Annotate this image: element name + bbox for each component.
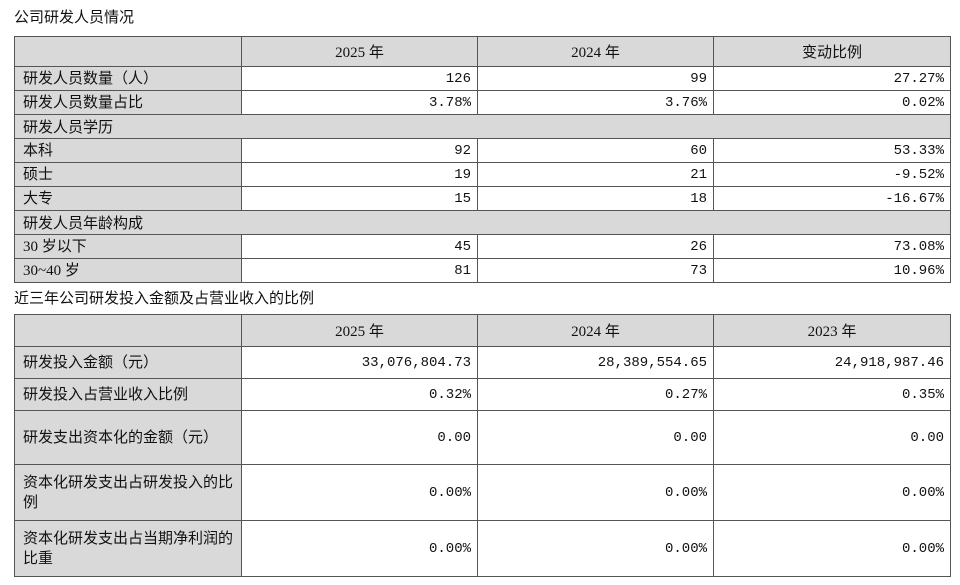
value-cell: 28,389,554.65 — [477, 346, 714, 379]
table-row: 研发人员数量占比 3.78% 3.76% 0.02% — [14, 90, 951, 115]
row-label: 本科 — [14, 138, 242, 163]
table-row: 研发人员学历 — [14, 114, 951, 139]
header-cell: 2023 年 — [713, 314, 951, 347]
value-cell: 3.76% — [477, 90, 714, 115]
table-row: 研发投入占营业收入比例 0.32% 0.27% 0.35% — [14, 378, 951, 411]
value-cell: 73 — [477, 258, 714, 283]
value-cell: 0.02% — [713, 90, 951, 115]
row-label: 资本化研发支出占当期净利润的比重 — [14, 520, 242, 577]
header-cell: 2025 年 — [241, 314, 478, 347]
row-label: 研发投入金额（元） — [14, 346, 242, 379]
value-cell: 0.00% — [713, 520, 951, 577]
table-row: 30~40 岁 81 73 10.96% — [14, 258, 951, 283]
table-row: 研发投入金额（元） 33,076,804.73 28,389,554.65 24,91… — [14, 346, 951, 379]
value-cell: 0.00 — [713, 410, 951, 465]
value-cell: -9.52% — [713, 162, 951, 187]
value-cell: 45 — [241, 234, 478, 259]
row-label: 30 岁以下 — [14, 234, 242, 259]
value-cell: 18 — [477, 186, 714, 211]
value-cell: 0.00 — [477, 410, 714, 465]
investment-table: 2025 年 2024 年 2023 年研发投入金额（元） 33,076,804.73… — [14, 314, 951, 577]
header-cell — [14, 36, 242, 67]
value-cell: 3.78% — [241, 90, 478, 115]
value-cell: 0.00% — [241, 464, 478, 521]
header-row: 2025 年 2024 年 2023 年 — [14, 314, 951, 347]
value-cell: 0.00% — [713, 464, 951, 521]
value-cell: 0.00% — [477, 520, 714, 577]
staff-table: 2025 年 2024 年变动比例 研发人员数量（人） 126 99 27.27% 研发人员… — [14, 36, 951, 283]
row-label: 研发人员数量（人） — [14, 66, 242, 91]
value-cell: 33,076,804.73 — [241, 346, 478, 379]
value-cell: 81 — [241, 258, 478, 283]
value-cell: 60 — [477, 138, 714, 163]
value-cell: 21 — [477, 162, 714, 187]
table-row: 大专 15 18 -16.67% — [14, 186, 951, 211]
table-row: 资本化研发支出占当期净利润的比重 0.00% 0.00% 0.00% — [14, 520, 951, 577]
header-cell: 2024 年 — [477, 36, 714, 67]
value-cell: 53.33% — [713, 138, 951, 163]
value-cell: 0.32% — [241, 378, 478, 411]
value-cell: 0.35% — [713, 378, 951, 411]
value-cell: 15 — [241, 186, 478, 211]
row-label: 硕士 — [14, 162, 242, 187]
row-label: 研发人员数量占比 — [14, 90, 242, 115]
value-cell: 27.27% — [713, 66, 951, 91]
row-label: 资本化研发支出占研发投入的比例 — [14, 464, 242, 521]
value-cell: -16.67% — [713, 186, 951, 211]
table-row: 本科 92 60 53.33% — [14, 138, 951, 163]
value-cell: 99 — [477, 66, 714, 91]
value-cell: 19 — [241, 162, 478, 187]
header-cell — [14, 314, 242, 347]
table-row: 研发人员年龄构成 — [14, 210, 951, 235]
header-cell: 2025 年 — [241, 36, 478, 67]
row-label: 研发投入占营业收入比例 — [14, 378, 242, 411]
header-cell: 2024 年 — [477, 314, 714, 347]
row-label: 30~40 岁 — [14, 258, 242, 283]
value-cell: 73.08% — [713, 234, 951, 259]
header-cell: 变动比例 — [713, 36, 951, 67]
value-cell: 0.00 — [241, 410, 478, 465]
value-cell: 10.96% — [713, 258, 951, 283]
row-label: 大专 — [14, 186, 242, 211]
value-cell: 26 — [477, 234, 714, 259]
row-label: 研发支出资本化的金额（元） — [14, 410, 242, 465]
value-cell: 92 — [241, 138, 478, 163]
value-cell: 0.27% — [477, 378, 714, 411]
table-row: 硕士 19 21 -9.52% — [14, 162, 951, 187]
table-title: 近三年公司研发投入金额及占营业收入的比例 — [14, 291, 315, 307]
table-row: 研发支出资本化的金额（元） 0.00 0.00 0.00 — [14, 410, 951, 465]
header-row: 2025 年 2024 年变动比例 — [14, 36, 951, 67]
table-row: 资本化研发支出占研发投入的比例 0.00% 0.00% 0.00% — [14, 464, 951, 521]
value-cell: 0.00% — [477, 464, 714, 521]
section-cell: 研发人员年龄构成 — [14, 210, 951, 235]
table-title: 公司研发人员情况 — [14, 10, 135, 26]
value-cell: 0.00% — [241, 520, 478, 577]
value-cell: 24,918,987.46 — [713, 346, 951, 379]
section-cell: 研发人员学历 — [14, 114, 951, 139]
value-cell: 126 — [241, 66, 478, 91]
table-row: 30 岁以下 45 26 73.08% — [14, 234, 951, 259]
table-row: 研发人员数量（人） 126 99 27.27% — [14, 66, 951, 91]
